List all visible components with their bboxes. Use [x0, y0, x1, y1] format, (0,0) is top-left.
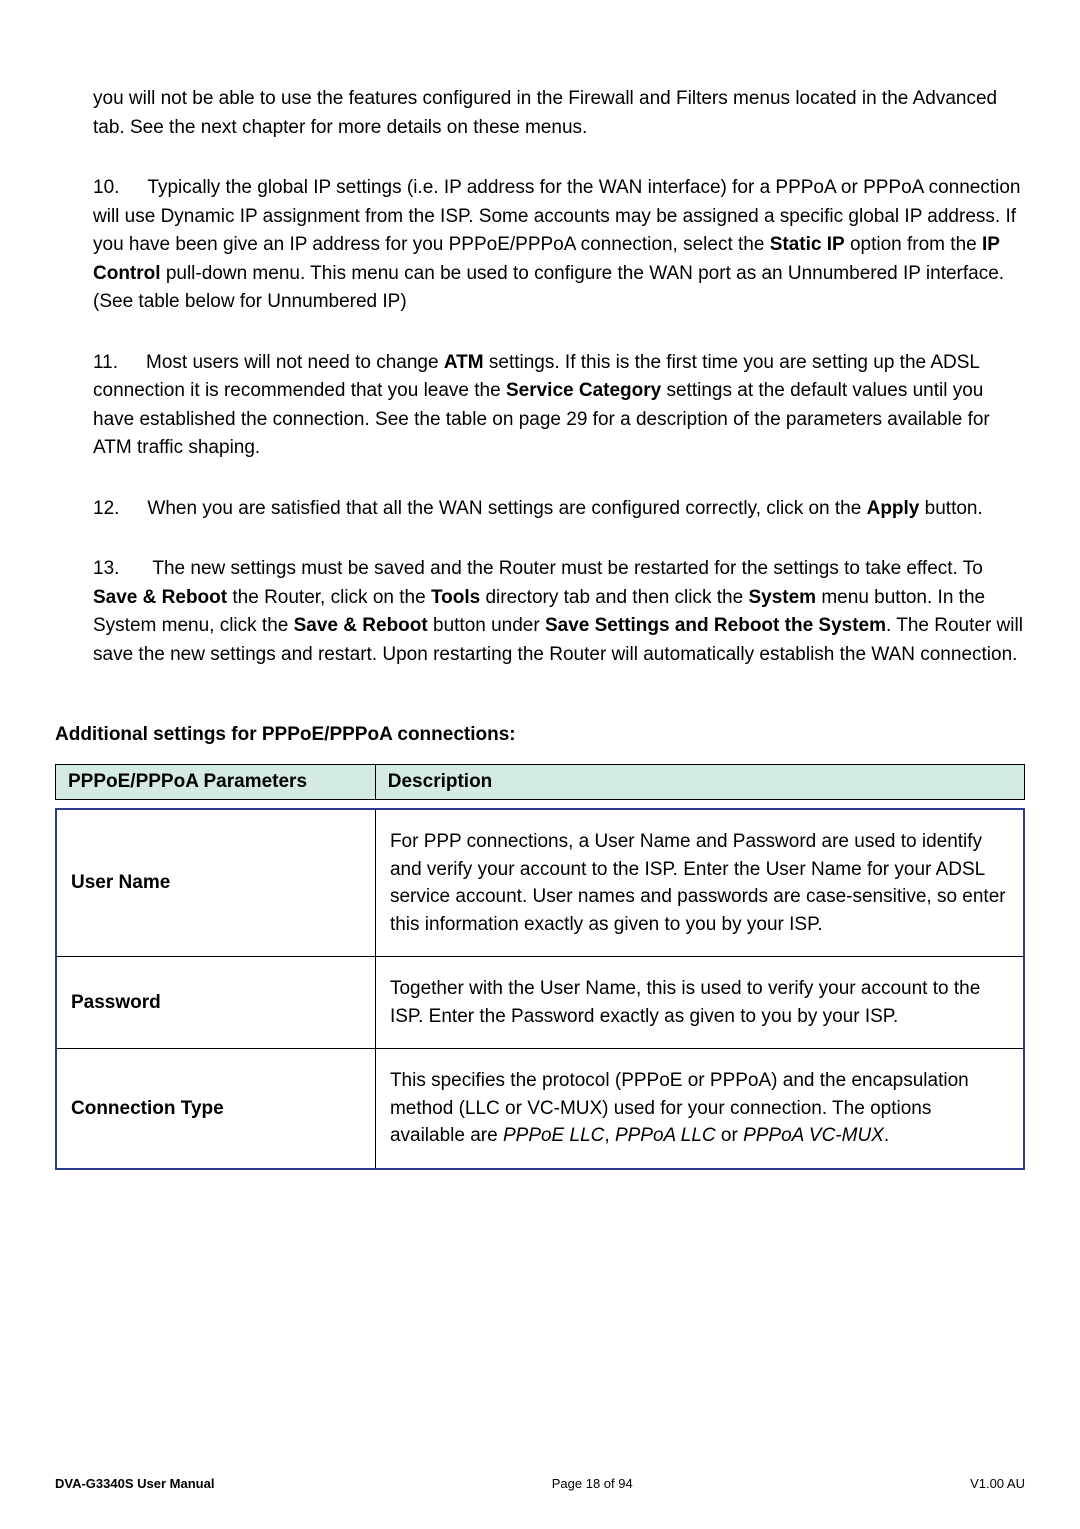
- column-header-parameters: PPPoE/PPPoA Parameters: [56, 765, 376, 800]
- section-heading: Additional settings for PPPoE/PPPoA conn…: [55, 724, 1025, 746]
- bold-text: Save & Reboot: [93, 587, 227, 608]
- item-text: button.: [919, 498, 982, 519]
- param-description: Together with the User Name, this is use…: [375, 957, 1024, 1049]
- intro-paragraph: you will not be able to use the features…: [93, 85, 1025, 142]
- bold-text: Service Category: [506, 380, 661, 401]
- param-name: Connection Type: [56, 1049, 375, 1169]
- item-text: button under: [428, 615, 545, 636]
- item-number: 11.: [93, 349, 118, 378]
- bold-text: Static IP: [770, 234, 845, 255]
- table-row: User Name For PPP connections, a User Na…: [56, 809, 1024, 957]
- item-text: option from the: [845, 234, 982, 255]
- item-number: 13.: [93, 555, 119, 584]
- item-text: The new settings must be saved and the R…: [152, 558, 982, 579]
- bold-text: Save & Reboot: [294, 615, 428, 636]
- item-number: 10.: [93, 174, 119, 203]
- param-description: For PPP connections, a User Name and Pas…: [375, 809, 1024, 957]
- footer-version: V1.00 AU: [970, 1476, 1025, 1491]
- list-item-11: 11. Most users will not need to change AT…: [55, 349, 1025, 463]
- item-text: When you are satisfied that all the WAN …: [147, 498, 866, 519]
- desc-text: .: [884, 1125, 889, 1146]
- item-number: 12.: [93, 495, 119, 524]
- italic-text: PPPoA LLC: [615, 1125, 716, 1146]
- param-description: This specifies the protocol (PPPoE or PP…: [375, 1049, 1024, 1169]
- bold-text: System: [748, 587, 816, 608]
- item-text: pull-down menu. This menu can be used to…: [93, 263, 1004, 313]
- italic-text: PPPoE LLC: [503, 1125, 604, 1146]
- italic-text: PPPoA VC-MUX: [743, 1125, 884, 1146]
- footer-manual-name: DVA-G3340S User Manual: [55, 1476, 214, 1491]
- page-footer: DVA-G3340S User Manual Page 18 of 94 V1.…: [55, 1476, 1025, 1491]
- footer-page-number: Page 18 of 94: [552, 1476, 633, 1491]
- item-text: the Router, click on the: [227, 587, 431, 608]
- param-name: Password: [56, 957, 375, 1049]
- bold-text: Tools: [431, 587, 480, 608]
- param-name: User Name: [56, 809, 375, 957]
- desc-text: ,: [604, 1125, 615, 1146]
- column-header-description: Description: [375, 765, 1024, 800]
- table-row: Connection Type This specifies the proto…: [56, 1049, 1024, 1169]
- table-row: Password Together with the User Name, th…: [56, 957, 1024, 1049]
- bold-text: Apply: [867, 498, 920, 519]
- list-item-13: 13. The new settings must be saved and t…: [55, 555, 1025, 669]
- item-text: directory tab and then click the: [480, 587, 748, 608]
- bold-text: ATM: [444, 352, 484, 373]
- desc-text: or: [716, 1125, 743, 1146]
- list-item-10: 10.Typically the global IP settings (i.e…: [55, 174, 1025, 317]
- item-text: Most users will not need to change: [146, 352, 444, 373]
- table-header: PPPoE/PPPoA Parameters Description: [55, 764, 1025, 800]
- list-item-12: 12. When you are satisfied that all the W…: [55, 495, 1025, 524]
- bold-text: Save Settings and Reboot the System: [545, 615, 886, 636]
- parameters-table: User Name For PPP connections, a User Na…: [55, 808, 1025, 1170]
